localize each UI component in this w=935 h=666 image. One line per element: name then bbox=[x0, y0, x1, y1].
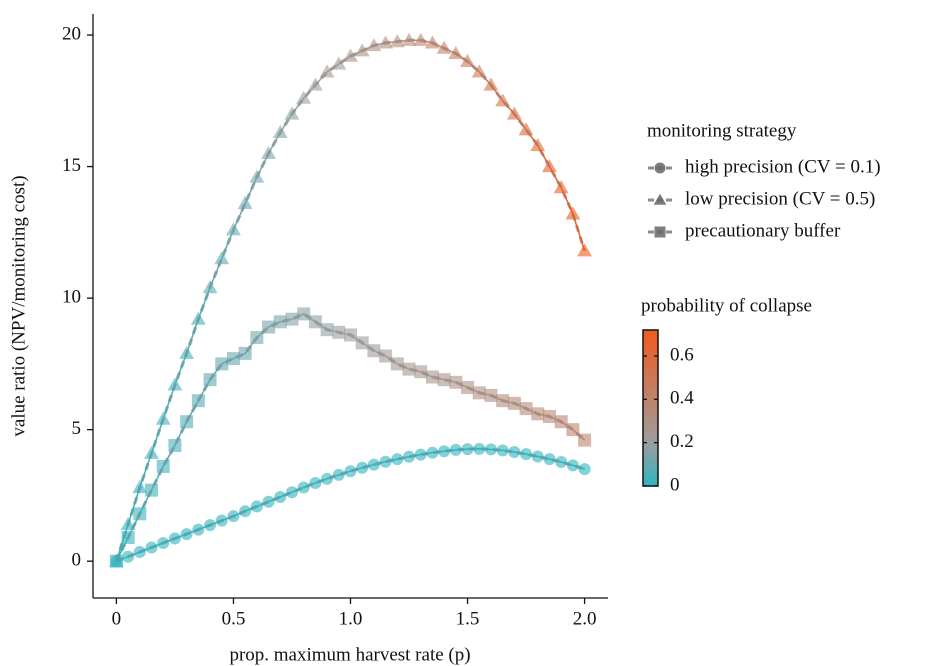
y-tick-label: 0 bbox=[72, 550, 82, 571]
legend-symbol bbox=[654, 226, 666, 238]
y-axis-title: value ratio (NPV/monitoring cost) bbox=[8, 175, 29, 436]
y-tick-label: 5 bbox=[72, 418, 82, 439]
colorbar bbox=[642, 329, 659, 487]
x-tick-label: 2.0 bbox=[573, 608, 597, 629]
x-tick-label: 1.5 bbox=[456, 608, 480, 629]
colorbar-tick-label: 0.4 bbox=[670, 388, 694, 409]
series-line bbox=[115, 313, 586, 562]
series-line bbox=[116, 448, 585, 562]
y-tick-label: 10 bbox=[62, 286, 81, 307]
series-line bbox=[115, 39, 586, 562]
legend-title: monitoring strategy bbox=[647, 120, 797, 141]
legend-label: low precision (CV = 0.5) bbox=[685, 188, 875, 209]
x-tick-label: 0 bbox=[112, 608, 122, 629]
legend-label: precautionary buffer bbox=[685, 220, 841, 241]
x-tick-label: 1.0 bbox=[339, 608, 363, 629]
legend-symbol bbox=[654, 162, 666, 174]
legend-symbol bbox=[653, 193, 667, 205]
x-tick-label: 0.5 bbox=[222, 608, 246, 629]
colorbar-tick-label: 0 bbox=[670, 474, 680, 495]
colorbar-tick-label: 0.6 bbox=[670, 344, 694, 365]
y-tick-label: 15 bbox=[62, 155, 81, 176]
colorbar-title: probability of collapse bbox=[641, 295, 812, 316]
x-axis-title: prop. maximum harvest rate (p) bbox=[229, 644, 470, 665]
legend-label: high precision (CV = 0.1) bbox=[685, 156, 881, 177]
y-tick-label: 20 bbox=[62, 23, 81, 44]
colorbar-tick-label: 0.2 bbox=[670, 431, 694, 452]
